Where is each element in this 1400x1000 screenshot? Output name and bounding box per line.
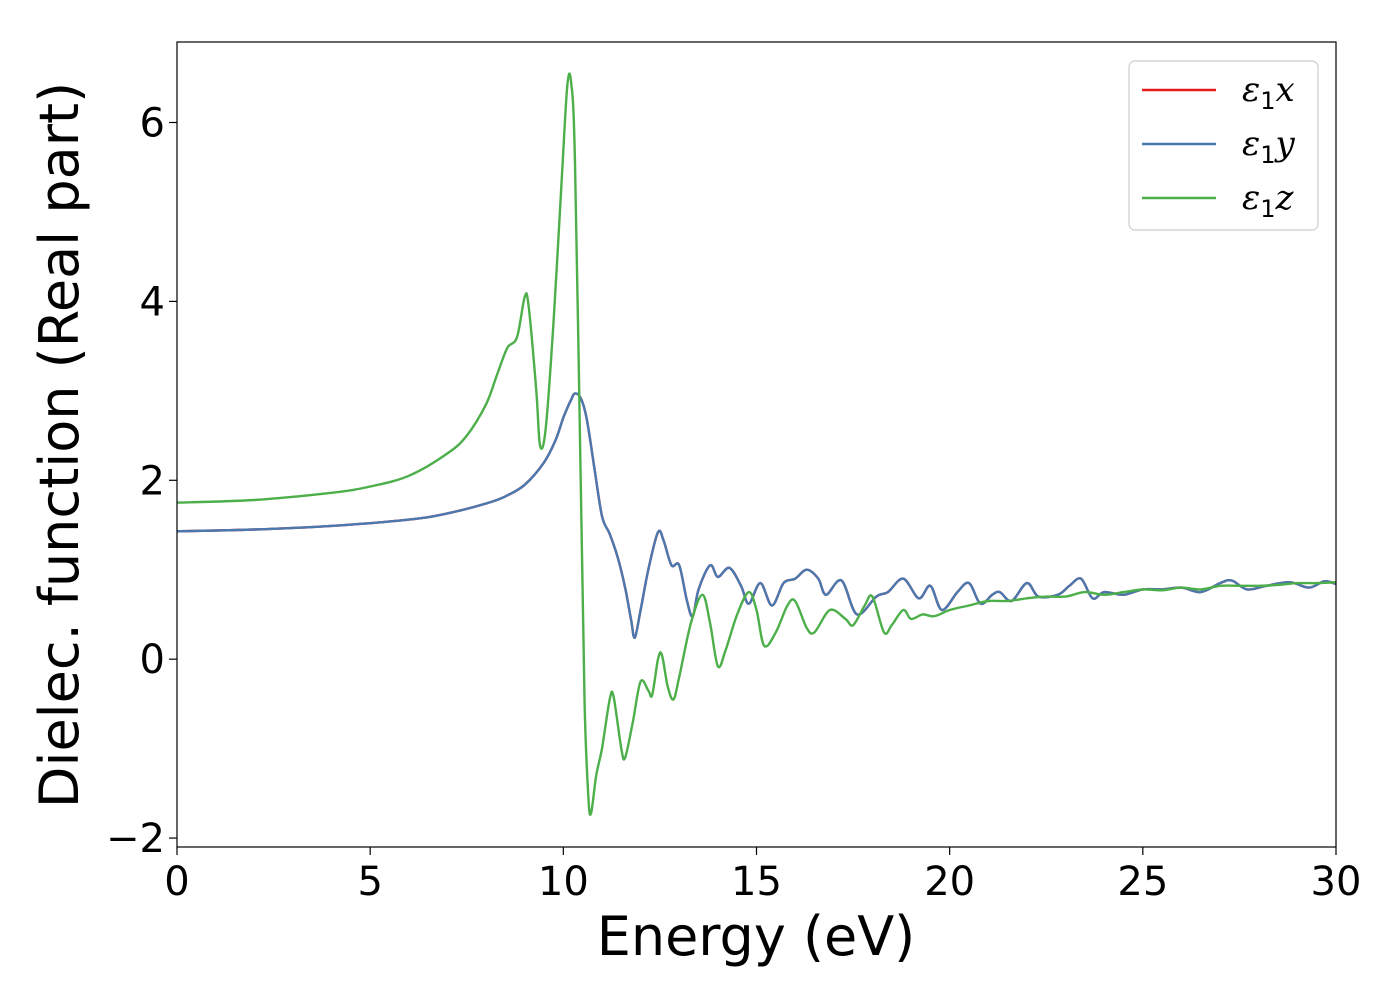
x-tick-label: 25: [1117, 859, 1168, 905]
x-tick-label: 5: [357, 859, 382, 905]
y-tick-label: −2: [106, 816, 165, 862]
y-tick-label: 6: [140, 101, 165, 147]
y-tick-label: 4: [140, 279, 165, 325]
y-tick-label: 2: [140, 458, 165, 504]
x-axis-ticks: 0 5 10 15 20 25 30: [164, 847, 1361, 905]
y-axis-ticks: −2 0 2 4 6: [106, 101, 177, 862]
x-tick-label: 15: [731, 859, 782, 905]
x-tick-label: 30: [1311, 859, 1362, 905]
legend-label-x: ε1x: [1242, 70, 1295, 115]
x-tick-label: 0: [164, 859, 189, 905]
series-line-z: [176, 72, 1337, 816]
legend-label-y: ε1y: [1242, 124, 1296, 169]
x-axis-title: Energy (eV): [597, 905, 916, 968]
legend: ε1x ε1y ε1z: [1128, 60, 1319, 231]
series-line-y: [176, 392, 1337, 639]
legend-box: [1128, 60, 1319, 231]
plot-lines: [176, 72, 1337, 816]
x-tick-label: 10: [538, 859, 589, 905]
legend-label-z: ε1z: [1242, 178, 1295, 223]
y-tick-label: 0: [140, 637, 165, 683]
x-tick-label: 20: [924, 859, 975, 905]
y-axis-title: Dielec. function (Real part): [28, 82, 91, 808]
